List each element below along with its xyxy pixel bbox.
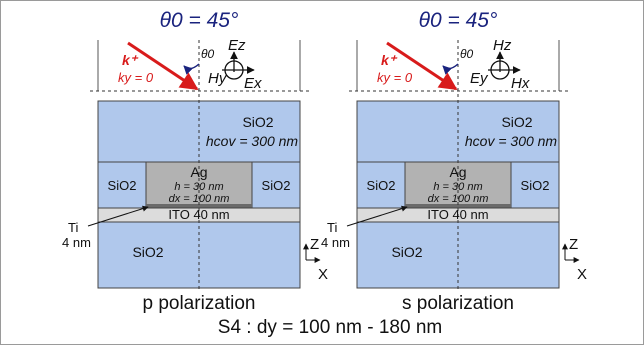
ti-pointer bbox=[87, 205, 149, 227]
field-left-label: Hy bbox=[208, 70, 228, 87]
cover-material: SiO2 bbox=[501, 114, 532, 130]
cover-material: SiO2 bbox=[242, 114, 273, 130]
coordinate-axes-icon bbox=[562, 243, 580, 263]
axis-x-label: X bbox=[577, 266, 587, 283]
axis-x-label: X bbox=[318, 266, 328, 283]
field-top-label: Ez bbox=[228, 37, 246, 54]
angle-title: θ0 = 45° bbox=[419, 9, 498, 32]
polarization-label: s polarization bbox=[402, 293, 514, 314]
substrate-material: SiO2 bbox=[132, 244, 163, 260]
ti-thickness: 4 nm bbox=[62, 235, 91, 250]
ti-label: Ti bbox=[327, 220, 337, 235]
panel-s: θ0 = 45° θ0 k⁺ ky = 0 Hz Ey Hx SiO2 hcov… bbox=[321, 9, 587, 314]
k-label: k⁺ bbox=[381, 52, 398, 68]
panel-p: θ0 = 45° θ0 k⁺ ky = 0 Ez Hy Ex SiO2 hcov… bbox=[62, 9, 328, 314]
field-axes-icon bbox=[488, 51, 521, 80]
cover-thickness: hcov = 300 nm bbox=[206, 133, 299, 149]
field-right-label: Ex bbox=[244, 75, 262, 92]
metal-width: dx = 100 nm bbox=[169, 193, 230, 205]
figure-caption: S4 : dy = 100 nm - 180 nm bbox=[218, 317, 442, 338]
metal-height: h = 30 nm bbox=[174, 181, 223, 193]
side-right-material: SiO2 bbox=[262, 178, 291, 193]
theta-label: θ0 bbox=[201, 47, 215, 61]
metal-width: dx = 100 nm bbox=[428, 193, 489, 205]
metal-label: Ag bbox=[449, 164, 466, 180]
field-axes-icon bbox=[222, 51, 255, 80]
angle-title: θ0 = 45° bbox=[160, 9, 239, 32]
axis-z-label: Z bbox=[569, 236, 578, 253]
side-left-material: SiO2 bbox=[108, 178, 137, 193]
ti-pointer bbox=[346, 205, 408, 227]
axis-z-label: Z bbox=[310, 236, 319, 253]
k-label: k⁺ bbox=[122, 52, 139, 68]
incident-wave-arrow bbox=[127, 41, 199, 91]
field-right-label: Hx bbox=[511, 75, 530, 92]
ito-label: ITO 40 nm bbox=[168, 207, 229, 222]
cover-thickness: hcov = 300 nm bbox=[465, 133, 558, 149]
ti-thickness: 4 nm bbox=[321, 235, 350, 250]
side-left-material: SiO2 bbox=[367, 178, 396, 193]
metal-height: h = 30 nm bbox=[433, 181, 482, 193]
metal-label: Ag bbox=[190, 164, 207, 180]
field-top-label: Hz bbox=[493, 37, 512, 54]
coordinate-axes-icon bbox=[303, 243, 321, 263]
ky-label: ky = 0 bbox=[377, 70, 413, 85]
substrate-material: SiO2 bbox=[391, 244, 422, 260]
field-left-label: Ey bbox=[470, 70, 489, 87]
theta-arc bbox=[183, 63, 200, 75]
theta-label: θ0 bbox=[460, 47, 474, 61]
polarization-label: p polarization bbox=[142, 293, 255, 314]
incident-wave-arrow bbox=[386, 41, 458, 91]
ky-label: ky = 0 bbox=[118, 70, 154, 85]
side-right-material: SiO2 bbox=[521, 178, 550, 193]
ti-label: Ti bbox=[68, 220, 78, 235]
theta-arc bbox=[442, 63, 459, 75]
ito-label: ITO 40 nm bbox=[427, 207, 488, 222]
